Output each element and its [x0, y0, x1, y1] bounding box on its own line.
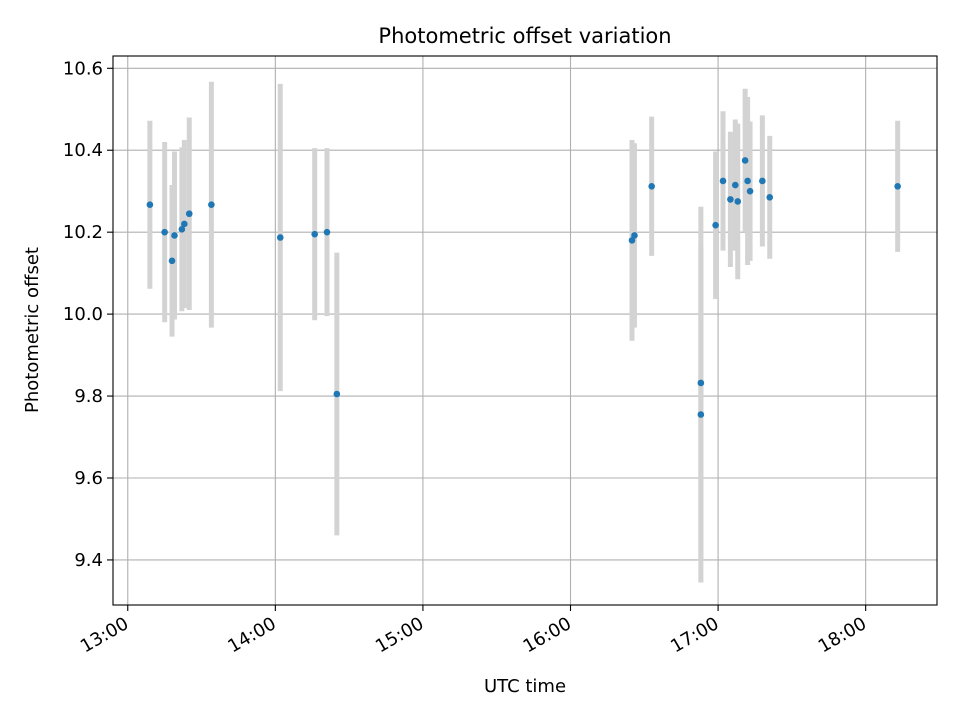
y-tick-label: 10.2 — [63, 222, 103, 243]
grid — [113, 56, 937, 605]
data-point — [208, 201, 215, 209]
data-point — [697, 411, 705, 418]
plot-frame — [112, 55, 938, 606]
data-point — [276, 234, 284, 241]
data-point — [734, 198, 742, 205]
y-tick-label: 10.6 — [63, 58, 103, 79]
data-point — [631, 232, 638, 239]
y-tick-label: 9.6 — [74, 468, 103, 489]
data-point — [766, 194, 774, 201]
data-point — [333, 390, 341, 398]
y-tick-label: 10.0 — [63, 304, 103, 325]
chart-title: Photometric offset variation — [378, 24, 671, 48]
data-point — [744, 177, 751, 185]
data-point — [146, 201, 154, 209]
data-point — [161, 228, 168, 236]
data-point — [759, 177, 766, 185]
y-tick-label: 9.4 — [74, 550, 103, 571]
data-point — [171, 232, 178, 239]
data-point — [741, 157, 749, 164]
data-point — [185, 210, 193, 218]
x-axis-label: UTC time — [484, 676, 566, 697]
data-point — [894, 182, 901, 190]
data-point — [712, 221, 719, 229]
data-point — [697, 379, 705, 387]
data-point — [719, 177, 727, 185]
data-points — [146, 157, 901, 418]
y-tick-label: 9.8 — [74, 386, 103, 407]
data-point — [727, 196, 734, 203]
data-point — [648, 182, 655, 190]
data-point — [323, 228, 331, 236]
data-point — [178, 226, 186, 233]
data-point — [168, 257, 176, 265]
data-point — [732, 181, 739, 189]
data-point — [746, 187, 754, 195]
data-point — [181, 220, 188, 228]
y-tick-label: 10.4 — [63, 140, 103, 161]
y-axis-ticks: 9.4 9.6 9.8 10.0 10.2 10.4 10.6 — [63, 58, 113, 571]
data-point — [628, 237, 636, 244]
data-point — [311, 230, 318, 238]
y-axis-label: Photometric offset — [22, 247, 43, 413]
